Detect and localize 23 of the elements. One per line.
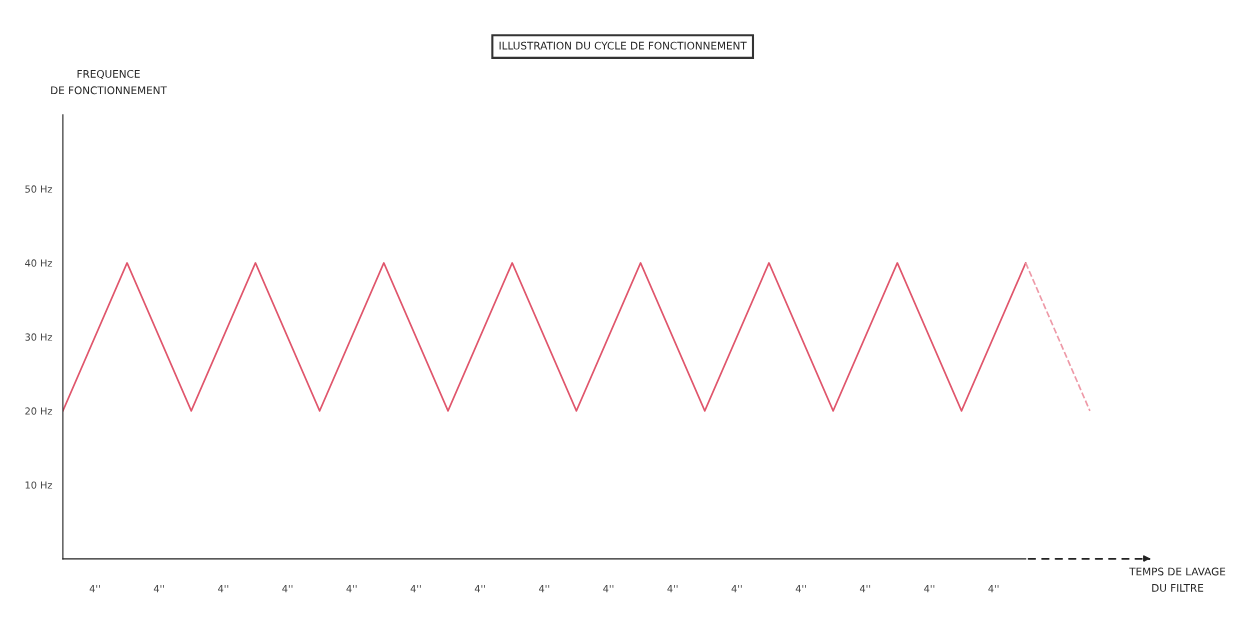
text: 4'' bbox=[603, 585, 614, 593]
text: 4'' bbox=[924, 585, 935, 593]
chart-title: ILLUSTRATION DU CYCLE DE FONCTIONNEMENT bbox=[499, 41, 747, 50]
y-tick-label: 10 Hz bbox=[25, 481, 53, 489]
text: 4'' bbox=[218, 585, 229, 593]
text: 4'' bbox=[410, 585, 421, 593]
text: 4'' bbox=[153, 585, 164, 593]
y-tick-label: 20 Hz bbox=[25, 407, 53, 415]
y-tick-label: 50 Hz bbox=[25, 185, 53, 193]
text: 4'' bbox=[282, 585, 293, 593]
text: 4'' bbox=[795, 585, 806, 593]
text: 4'' bbox=[731, 585, 742, 593]
text: 4'' bbox=[346, 585, 357, 593]
text: 4'' bbox=[859, 585, 871, 593]
x-axis-title: TEMPS DE LAVAGE DU FILTRE bbox=[1129, 567, 1226, 592]
text: 4'' bbox=[474, 585, 485, 593]
text: 4'' bbox=[988, 585, 999, 593]
text: 4'' bbox=[667, 585, 678, 593]
text: 4'' bbox=[539, 585, 550, 593]
y-tick-label: 30 Hz bbox=[25, 333, 53, 341]
y-axis-title: FREQUENCE DE FONCTIONNEMENT bbox=[51, 69, 167, 95]
y-tick-label: 40 Hz bbox=[25, 259, 53, 267]
text: 4'' bbox=[89, 585, 100, 593]
